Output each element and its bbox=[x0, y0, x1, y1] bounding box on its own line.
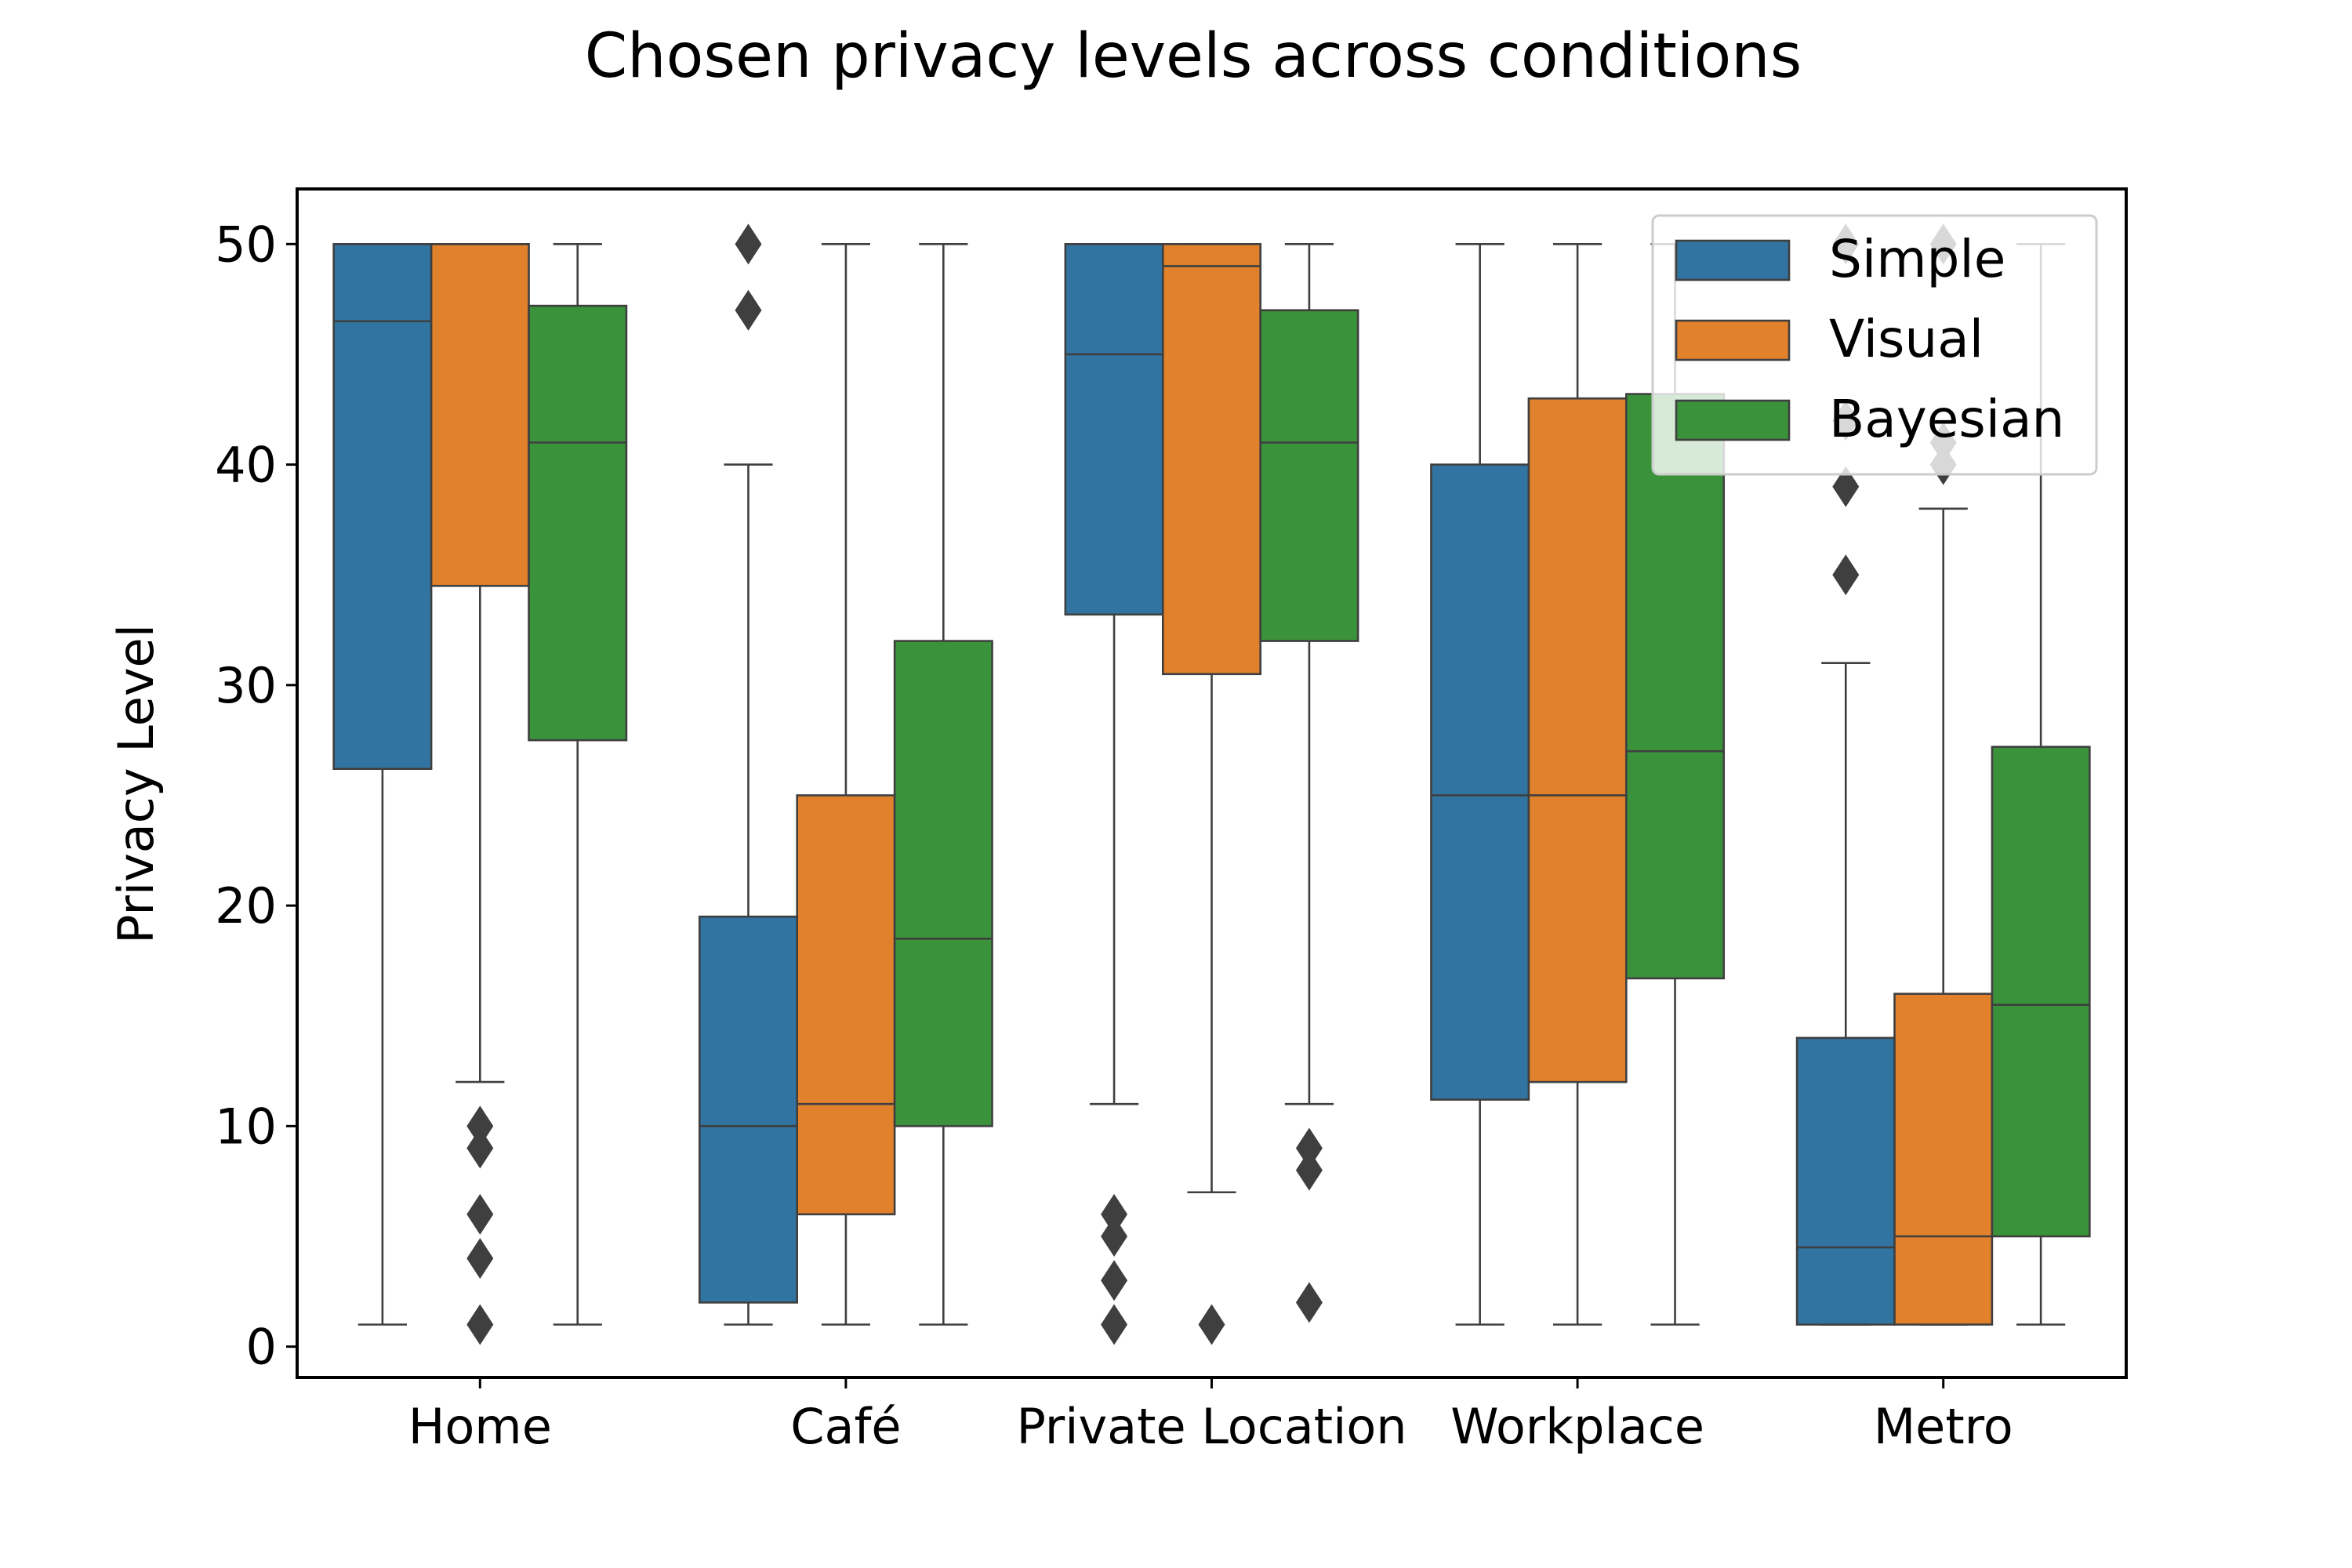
outlier-point bbox=[1101, 1260, 1128, 1301]
outlier-point bbox=[1295, 1282, 1323, 1323]
box-visual bbox=[796, 794, 896, 1216]
legend-label-simple: Simple bbox=[1829, 229, 2005, 289]
box-simple bbox=[698, 915, 798, 1304]
outlier-point bbox=[466, 1105, 494, 1147]
legend-swatch-bayesian bbox=[1675, 399, 1791, 441]
legend-swatch-visual bbox=[1675, 319, 1791, 361]
legend-label-visual: Visual bbox=[1829, 309, 1984, 369]
outlier-point bbox=[466, 1304, 494, 1345]
outlier-point bbox=[466, 1238, 494, 1279]
outlier-point bbox=[1295, 1149, 1323, 1191]
plot-frame bbox=[296, 187, 2128, 1379]
y-tick-label: 50 bbox=[215, 216, 277, 273]
x-tick-label-3: Workplace bbox=[1450, 1398, 1704, 1455]
outlier-point bbox=[1198, 1304, 1225, 1345]
chart-title: Chosen privacy levels across conditions bbox=[585, 21, 1802, 92]
y-tick-label: 20 bbox=[215, 877, 277, 935]
box-simple bbox=[332, 243, 433, 771]
box-bayesian bbox=[528, 304, 628, 742]
box-simple bbox=[1064, 243, 1164, 616]
x-tick-label-0: Home bbox=[408, 1398, 552, 1455]
box-bayesian bbox=[1991, 746, 2091, 1238]
y-tick-label: 40 bbox=[215, 437, 277, 494]
y-tick-label: 10 bbox=[215, 1098, 277, 1155]
y-axis-label: Privacy Level bbox=[107, 624, 165, 944]
outlier-point bbox=[1101, 1215, 1128, 1257]
outlier-point bbox=[735, 289, 762, 331]
box-bayesian bbox=[1259, 309, 1359, 642]
box-visual bbox=[1893, 993, 1994, 1326]
y-tick-label: 0 bbox=[246, 1319, 277, 1376]
x-tick-label-2: Private Location bbox=[1016, 1398, 1406, 1455]
box-visual bbox=[1161, 243, 1262, 676]
outlier-point bbox=[1832, 466, 1860, 507]
box-bayesian bbox=[1625, 393, 1726, 980]
box-bayesian bbox=[893, 640, 993, 1127]
box-simple bbox=[1430, 463, 1530, 1101]
outlier-point bbox=[1832, 554, 1860, 596]
box-visual bbox=[1527, 397, 1628, 1083]
plot-area: 0 10 20 30 40 50 Home Café Private Location Workp… bbox=[215, 216, 2091, 1455]
legend: Simple Visual Bayesian bbox=[296, 187, 2128, 1379]
box-visual bbox=[430, 243, 530, 587]
legend-swatch-simple bbox=[1675, 239, 1791, 281]
x-tick-label-1: Café bbox=[790, 1398, 901, 1455]
outlier-point bbox=[1295, 1127, 1323, 1169]
outlier-point bbox=[735, 223, 762, 265]
x-tick-label-4: Metro bbox=[1874, 1398, 2013, 1455]
box-simple bbox=[1795, 1036, 1896, 1326]
legend-label-bayesian: Bayesian bbox=[1829, 389, 2064, 449]
outlier-point bbox=[1101, 1193, 1128, 1235]
outlier-point bbox=[466, 1193, 494, 1235]
outlier-point bbox=[466, 1127, 494, 1169]
y-tick-label: 30 bbox=[215, 657, 277, 714]
outlier-point bbox=[1101, 1304, 1128, 1345]
